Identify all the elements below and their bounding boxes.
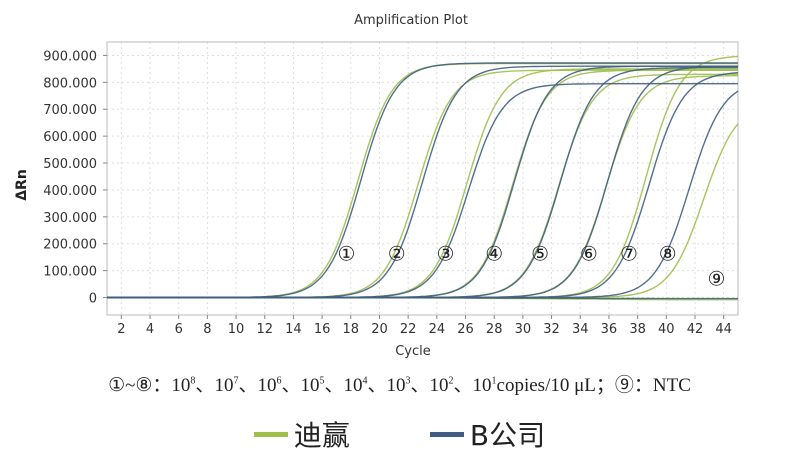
curve-label: ⑧	[659, 242, 677, 266]
x-tick-label: 44	[715, 322, 732, 337]
x-tick-label: 40	[658, 322, 675, 337]
curve-label: ②	[388, 242, 406, 266]
x-tick-label: 18	[343, 322, 360, 337]
x-tick-label: 6	[175, 322, 183, 337]
amplification-curve	[107, 83, 738, 299]
y-tick-label: 100.000	[43, 265, 97, 280]
concentration-item: 106、	[257, 375, 301, 396]
x-tick-label: 14	[285, 322, 302, 337]
concentration-item: 101	[472, 375, 497, 396]
concentration-item: 104、	[343, 375, 387, 396]
x-tick-label: 22	[400, 322, 417, 337]
caption-prefix: ①~⑧：	[108, 375, 172, 396]
x-tick-label: 34	[572, 322, 589, 337]
plot-frame	[106, 41, 739, 316]
legend-item-diying: 迪赢	[253, 414, 350, 454]
x-tick-label: 42	[687, 322, 704, 337]
chart-title: Amplification Plot	[354, 13, 468, 28]
x-tick-label: 38	[629, 322, 646, 337]
legend: 迪赢 B公司	[0, 414, 799, 454]
y-tick-label: 700.000	[43, 103, 97, 118]
legend-label: 迪赢	[293, 419, 350, 452]
amplification-curve	[107, 65, 738, 299]
caption-unit: copies/10 μL；	[496, 375, 615, 396]
x-tick-label: 4	[146, 322, 154, 337]
y-axis-label: ΔRn	[14, 169, 30, 201]
curve-label: ①	[338, 242, 356, 266]
legend-swatch-b-company	[429, 431, 464, 437]
y-tick-label: 900.000	[43, 49, 97, 64]
x-tick-label: 20	[371, 322, 388, 337]
y-tick-label: 0	[89, 292, 97, 307]
legend-label: B公司	[469, 419, 546, 452]
legend-swatch-diying	[253, 431, 288, 437]
caption-ntc: ⑨：NTC	[614, 375, 691, 396]
y-tick-label: 400.000	[43, 184, 97, 199]
amplification-curve	[107, 55, 739, 299]
curve-label: ⑨	[708, 267, 726, 291]
x-tick-label: 16	[314, 322, 331, 337]
y-tick-label: 500.000	[43, 157, 97, 172]
concentration-item: 108、	[171, 375, 215, 396]
curve-label: ⑤	[531, 242, 549, 266]
concentration-item: 103、	[386, 375, 430, 396]
amplification-curve	[107, 296, 738, 300]
x-tick-label: 10	[228, 322, 245, 337]
curve-label: ④	[485, 242, 503, 266]
x-tick-label: 12	[256, 322, 273, 337]
concentration-item: 102、	[429, 375, 473, 396]
curve-label: ⑥	[580, 242, 598, 266]
concentration-item: 107、	[214, 375, 258, 396]
x-tick-label: 2	[117, 322, 125, 337]
caption: ①~⑧：108、107、106、105、104、103、102、101copie…	[0, 370, 799, 397]
x-tick-label: 26	[457, 322, 474, 337]
concentration-item: 105、	[300, 375, 344, 396]
x-axis-label: Cycle	[395, 344, 431, 359]
amplification-curve	[107, 90, 739, 299]
amplification-curve	[107, 123, 739, 299]
y-tick-label: 800.000	[43, 76, 97, 91]
y-tick-label: 600.000	[43, 130, 97, 145]
curve-label: ⑦	[620, 242, 638, 266]
x-tick-label: 28	[486, 322, 503, 337]
y-tick-label: 300.000	[43, 211, 97, 226]
x-tick-label: 24	[429, 322, 446, 337]
x-tick-label: 32	[543, 322, 560, 337]
x-tick-label: 8	[203, 322, 211, 337]
x-tick-label: 30	[515, 322, 532, 337]
x-tick-label: 36	[601, 322, 618, 337]
y-tick-label: 200.000	[43, 238, 97, 253]
curve-label: ③	[436, 242, 454, 266]
legend-item-b-company: B公司	[429, 414, 546, 454]
